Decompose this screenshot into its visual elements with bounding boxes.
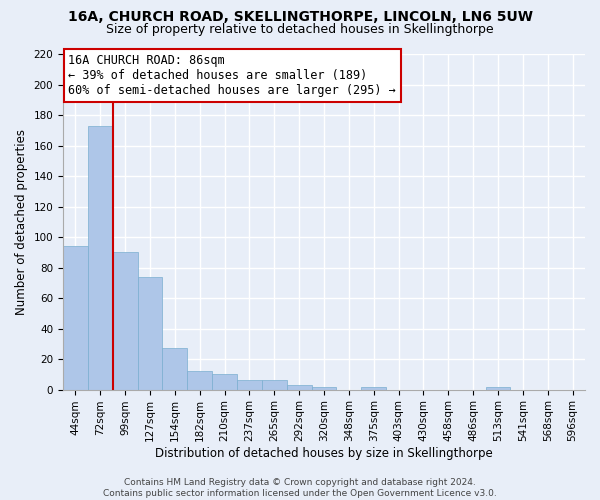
Y-axis label: Number of detached properties: Number of detached properties (15, 129, 28, 315)
Bar (212, 374, 237, 390)
Bar (63, 246, 88, 390)
X-axis label: Distribution of detached houses by size in Skellingthorpe: Distribution of detached houses by size … (155, 447, 493, 460)
Bar (187, 372, 212, 390)
Text: Size of property relative to detached houses in Skellingthorpe: Size of property relative to detached ho… (106, 22, 494, 36)
Bar (311, 386, 337, 390)
Text: 16A, CHURCH ROAD, SKELLINGTHORPE, LINCOLN, LN6 5UW: 16A, CHURCH ROAD, SKELLINGTHORPE, LINCOL… (67, 10, 533, 24)
Bar (237, 380, 262, 390)
Bar (113, 252, 137, 390)
Bar (361, 386, 386, 390)
Bar (262, 380, 287, 390)
Bar (485, 386, 511, 390)
Bar (163, 348, 187, 390)
Bar (137, 276, 163, 390)
Bar (88, 126, 113, 390)
Bar (287, 385, 311, 390)
Text: 16A CHURCH ROAD: 86sqm
← 39% of detached houses are smaller (189)
60% of semi-de: 16A CHURCH ROAD: 86sqm ← 39% of detached… (68, 54, 396, 97)
Text: Contains HM Land Registry data © Crown copyright and database right 2024.
Contai: Contains HM Land Registry data © Crown c… (103, 478, 497, 498)
